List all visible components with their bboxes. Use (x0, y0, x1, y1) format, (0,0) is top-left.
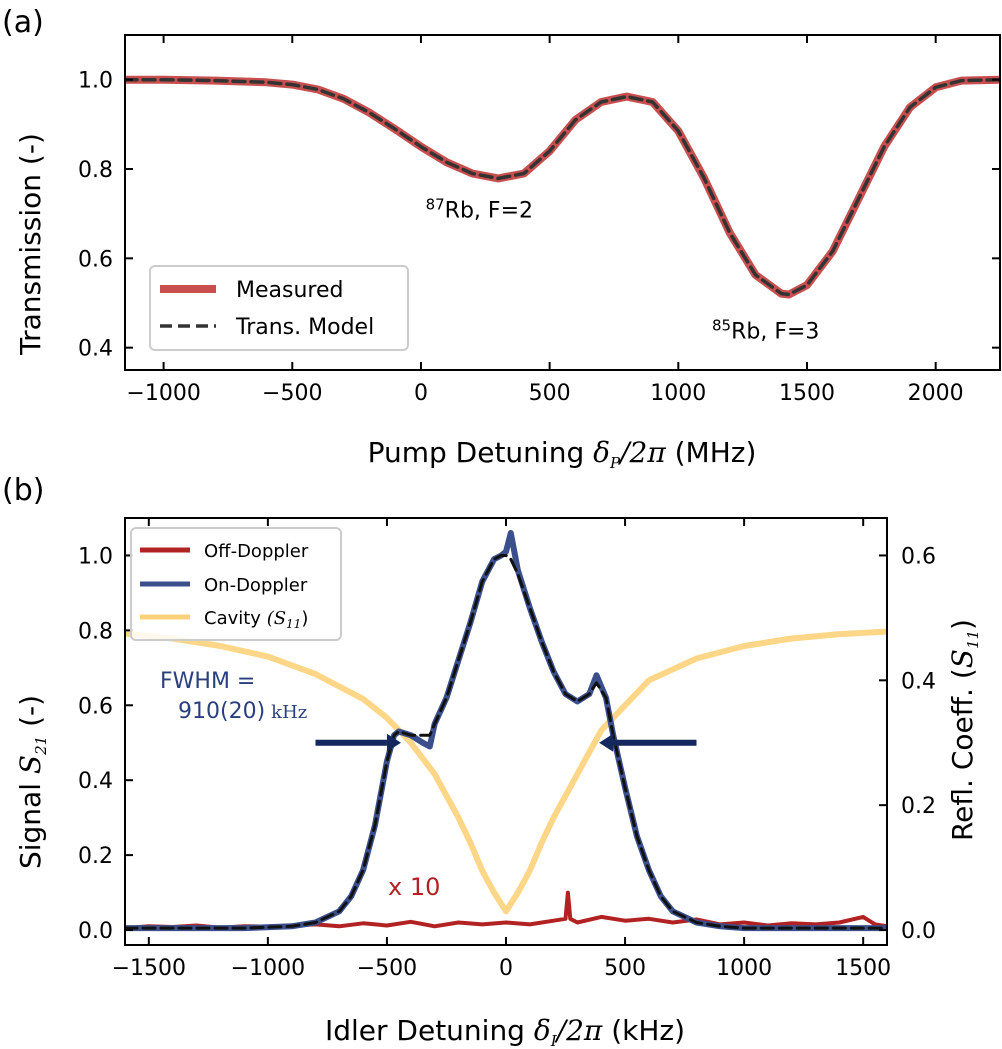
panel-b-ylabel-sub: 21 (32, 736, 50, 756)
fwhm-line2: 910(20) kHz (178, 699, 307, 724)
x-tick-label: −1000 (126, 381, 200, 406)
panel-a-xlabel-text: Pump Detuning (368, 436, 594, 469)
panel-a-xlabel-unit: (MHz) (666, 436, 757, 469)
annotation-85rb: 85Rb, F=3 (712, 316, 819, 344)
panel-b-y2label-sub: 11 (964, 630, 982, 649)
annotation-87rb: 87Rb, F=2 (426, 196, 533, 224)
y-tick-label: 1.0 (78, 544, 113, 569)
y-tick-label: 0.2 (78, 844, 113, 869)
x-tick-label: 500 (529, 381, 571, 406)
x-tick-label: −1000 (231, 956, 305, 981)
panel-a-axes (124, 34, 1001, 371)
y-tick-label: 0.8 (78, 158, 113, 183)
legend-cavity-sub: 11 (286, 617, 301, 631)
fwhm-arrow-left-head (386, 733, 401, 752)
panel-b-xlabel-math: δ (534, 1014, 551, 1047)
y-tick-label: 0.6 (78, 247, 113, 272)
series-line-trans-model (125, 77, 1000, 297)
panel-b-xlabel-sub: I (550, 1032, 558, 1049)
legend-label-off-doppler: Off-Doppler (204, 541, 309, 562)
panel-a-xlabel: Pump Detuning δP/2π (MHz) (368, 436, 757, 472)
y-tick-label: 0.8 (78, 619, 113, 644)
panel-b-y2label-math: S (946, 649, 979, 668)
series-group (125, 75, 1000, 299)
x-tick-label: 0 (499, 956, 513, 981)
fwhm-line1: FWHM = (160, 669, 255, 694)
legend-box-b (130, 527, 342, 641)
x-tick-label: −500 (357, 956, 417, 981)
annotation-87rb-sup: 87 (426, 196, 445, 214)
y-tick-label: 0.4 (78, 769, 113, 794)
panel-b-legend: Off-Doppler On-Doppler Cavity (S11) (130, 527, 342, 641)
panel-b-label: (b) (2, 473, 44, 508)
panel-b-ylabel-suffix: (-) (14, 695, 47, 736)
x-tick-label: −1500 (112, 956, 186, 981)
y-tick-label: 0.6 (78, 694, 113, 719)
y-tick-label: 0.4 (78, 337, 113, 362)
series-group (125, 530, 887, 932)
axes-frame (124, 34, 1001, 371)
panel-b-y2label: Refl. Coeff. (S11) (946, 619, 982, 841)
y2-tick-label: 0.4 (901, 669, 936, 694)
fwhm-value: 910(20) (178, 699, 265, 724)
panel-a-label: (a) (2, 5, 44, 40)
panel-a-legend: Measured Trans. Model (149, 265, 409, 351)
series-line-trans-model-fit- (125, 554, 887, 930)
annotation-85rb-sup: 85 (712, 316, 731, 334)
panel-b-ylabel: Signal S21 (-) (14, 695, 50, 869)
legend-label-model: Trans. Model (235, 315, 374, 340)
panel-a-ylabel: Transmission (-) (14, 133, 47, 356)
panel-a-xlabel-sub: P (609, 454, 621, 472)
panel-a-plot (125, 75, 1000, 299)
panel-b-plot (125, 530, 887, 932)
x-tick-label: −500 (262, 381, 322, 406)
panel-b-y2label-text: Refl. Coeff. ( (946, 668, 979, 841)
annotation-87rb-text: Rb, F=2 (445, 199, 533, 224)
x-tick-label: 1500 (835, 956, 891, 981)
panel-a-xlabel-math: δ (593, 436, 610, 469)
panel-b-xlabel-unit: (kHz) (602, 1014, 685, 1047)
series-line-cavity-s11- (125, 628, 887, 915)
panel-a-ticks: −1000 −500 0 500 1000 1500 2000 0.4 0.6 0.8 1.0 (78, 35, 1000, 406)
x-tick-label: 0 (414, 381, 428, 406)
panel-b-ylabel-math: S (14, 755, 47, 774)
panel-b-y2label-suffix: ) (946, 619, 979, 630)
legend-cavity-math: (S (267, 608, 286, 629)
x10-annotation: x 10 (388, 873, 440, 901)
y-tick-label: 0.0 (78, 919, 113, 944)
panel-a-xlabel-rest: /2π (617, 436, 666, 469)
series-line-measured (125, 75, 1000, 299)
x-tick-label: 1000 (716, 956, 772, 981)
legend-label-cavity: Cavity (S11) (204, 608, 308, 631)
x-tick-label: 2000 (908, 381, 964, 406)
legend-label-measured: Measured (236, 278, 343, 303)
panel-b-ylabel-text: Signal (14, 774, 47, 869)
fwhm-arrows (315, 733, 697, 752)
y-tick-label: 1.0 (78, 69, 113, 94)
legend-label-on-doppler: On-Doppler (204, 575, 308, 596)
x-tick-label: 500 (604, 956, 646, 981)
panel-b-xlabel-rest: /2π (554, 1014, 603, 1047)
y2-tick-label: 0.2 (901, 794, 936, 819)
annotation-85rb-text: Rb, F=3 (731, 319, 819, 344)
x-tick-label: 1500 (779, 381, 835, 406)
x-tick-label: 1000 (650, 381, 706, 406)
fwhm-unit: kHz (271, 702, 307, 723)
fwhm-arrow-right-head (599, 733, 614, 752)
y2-tick-label: 0.0 (901, 919, 936, 944)
panel-b-xlabel: Idler Detuning δI/2π (kHz) (325, 1014, 685, 1049)
panel-b-ticks: −1500 −1000 −500 0 500 1000 1500 0.0 0.2 0.4 0.6 0.… (78, 518, 936, 981)
legend-cavity-text: Cavity (204, 608, 267, 629)
legend-cavity-end: ) (301, 608, 308, 629)
fwhm-annotation: FWHM = 910(20) kHz (160, 669, 697, 752)
y2-tick-label: 0.6 (901, 544, 936, 569)
panel-b-xlabel-text: Idler Detuning (325, 1014, 534, 1047)
